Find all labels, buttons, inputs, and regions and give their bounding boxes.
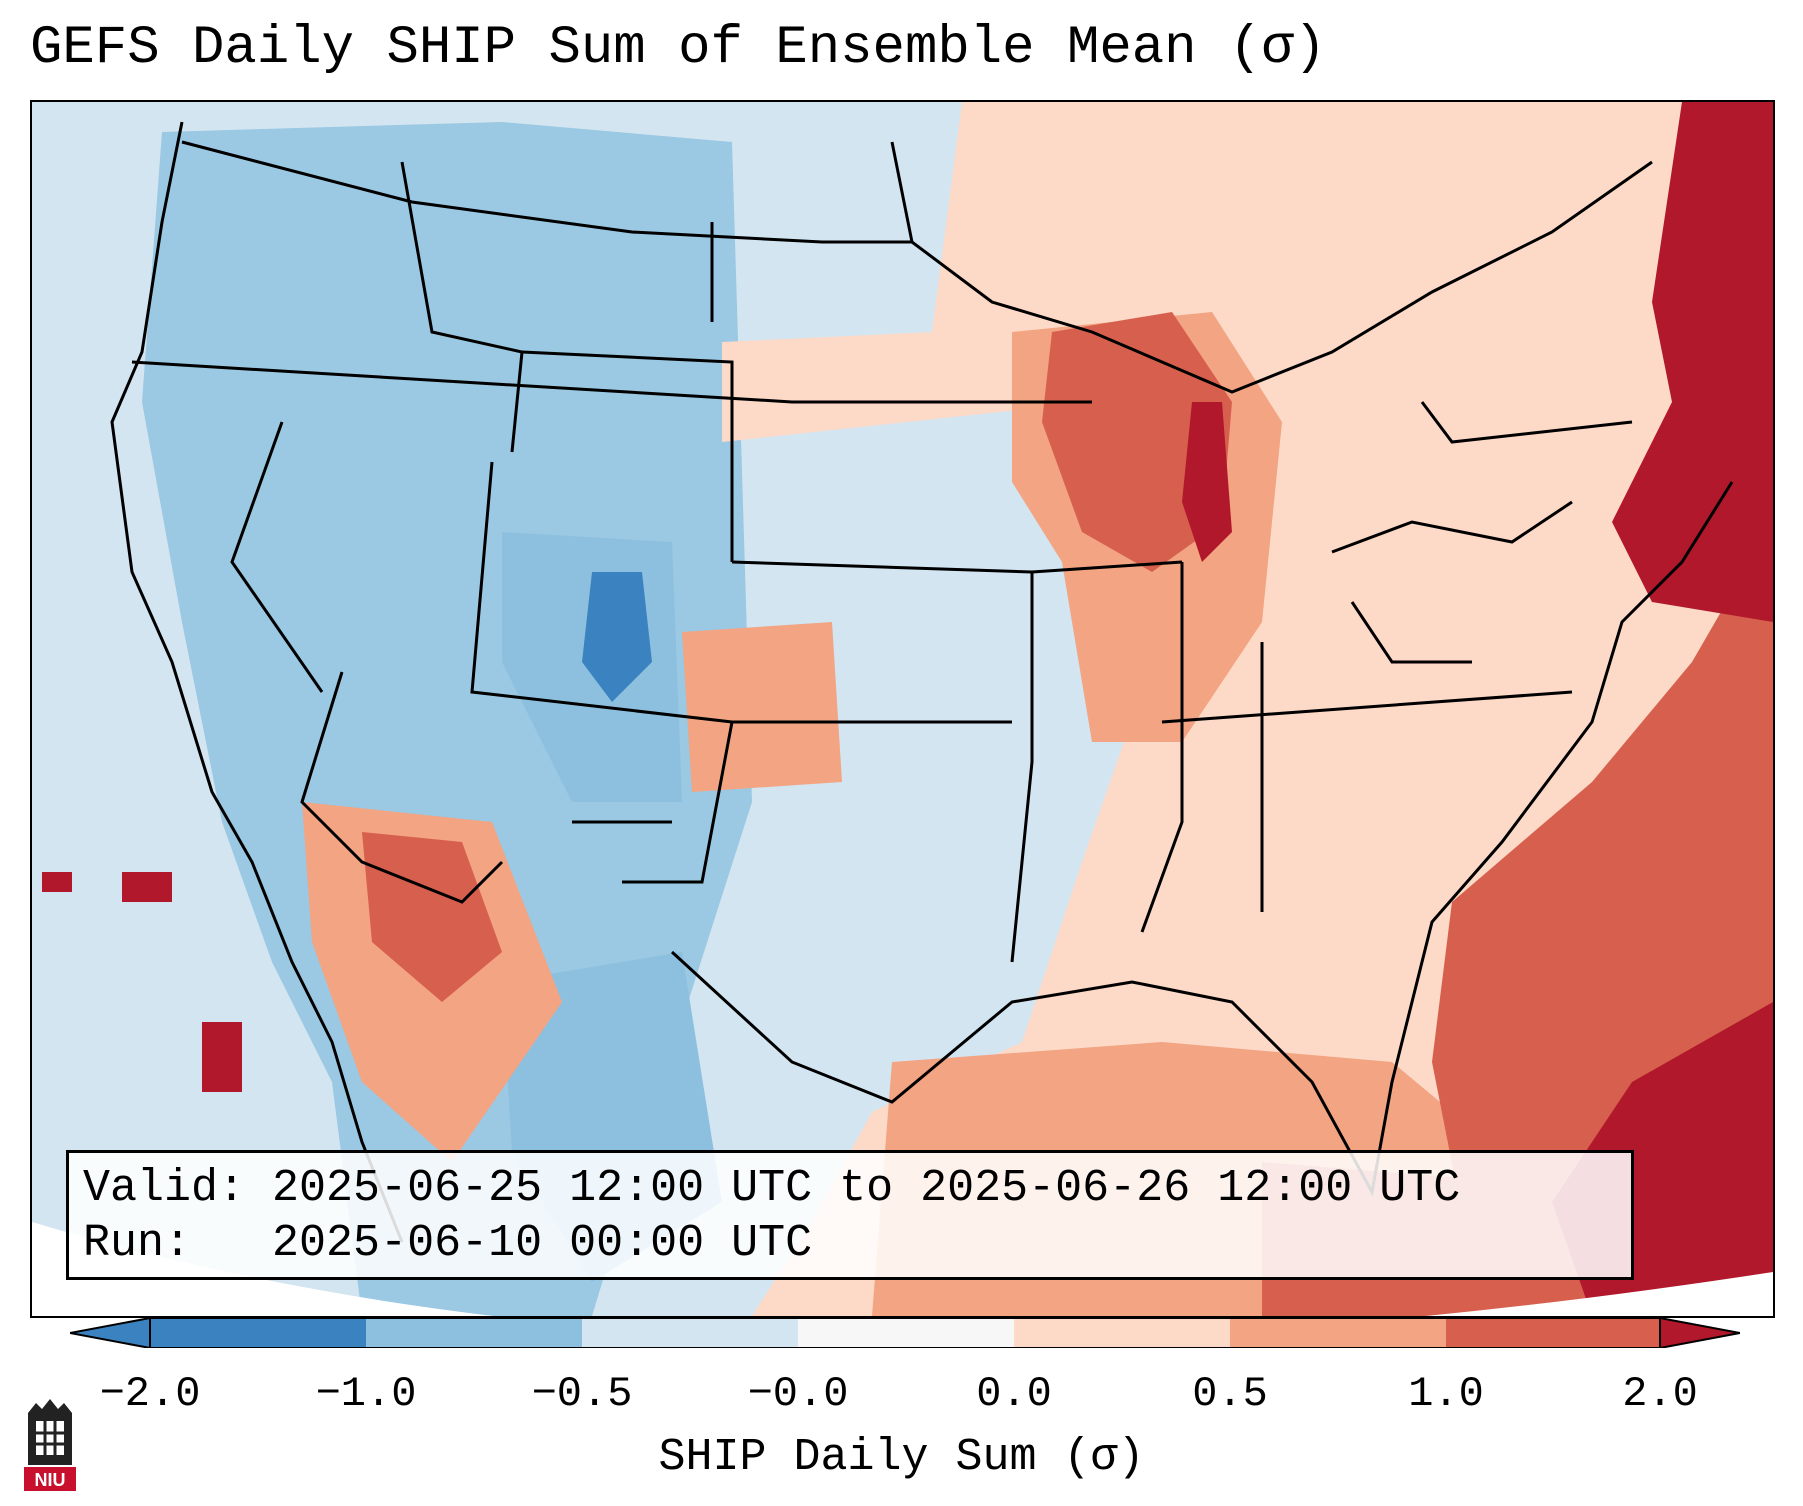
- valid-value: 2025-06-25 12:00 UTC to 2025-06-26 12:00…: [272, 1163, 1461, 1214]
- state-line-7: [622, 721, 734, 884]
- colorbar-seg-7: [1446, 1318, 1660, 1348]
- canada-border-line: [181, 140, 1653, 394]
- state-line-15: [1350, 601, 1472, 664]
- state-line-11: [1140, 562, 1184, 933]
- anomaly-region-newengland-darkred: [1612, 102, 1773, 622]
- logo-text: NIU: [35, 1470, 66, 1490]
- colorbar-tick-8: 2.0: [1622, 1370, 1698, 1418]
- colorbar: [70, 1318, 1740, 1348]
- colorbar-tick-3: −0.5: [531, 1370, 633, 1418]
- colorbar-tick-5: 0.0: [976, 1370, 1052, 1418]
- anomaly-region-kansas-red: [682, 622, 842, 792]
- state-line-14: [1331, 500, 1573, 554]
- colorbar-extend-low: [70, 1318, 151, 1348]
- state-line-17: [300, 671, 504, 904]
- anomaly-region-baja-darkred: [202, 1022, 242, 1092]
- colorbar-tick-2: −1.0: [315, 1370, 417, 1418]
- validity-info-box: Valid: 2025-06-25 12:00 UTC to 2025-06-2…: [66, 1150, 1634, 1280]
- anomaly-region-pacific-darkred-2: [42, 872, 72, 892]
- colorbar-seg-1: [150, 1318, 366, 1348]
- state-line-5: [470, 461, 1012, 724]
- valid-label: Valid:: [83, 1163, 246, 1214]
- anomaly-region-lakemichigan-darkred: [1182, 402, 1232, 562]
- state-line-2: [400, 161, 524, 453]
- map-edge-blank: [32, 1222, 1773, 1316]
- niu-logo: NIU: [24, 1399, 76, 1491]
- state-line-4: [230, 421, 324, 693]
- colorbar-tick-1: −2.0: [99, 1370, 201, 1418]
- colorbar-label: SHIP Daily Sum (σ): [658, 1432, 1145, 1483]
- chart-title: GEFS Daily SHIP Sum of Ensemble Mean (σ): [30, 18, 1327, 79]
- logo-banner: [24, 1467, 76, 1491]
- colorbar-tick-7: 1.0: [1408, 1370, 1484, 1418]
- anomaly-region-colorado-darkblue: [582, 572, 652, 702]
- colorbar-seg-6: [1230, 1318, 1446, 1348]
- forecast-map: [32, 102, 1773, 1316]
- colorbar-seg-2: [366, 1318, 582, 1348]
- colorbar-tick-4: −0.0: [747, 1370, 849, 1418]
- colorbar-outline: [149, 1318, 1661, 1348]
- state-line-10: [1010, 572, 1034, 963]
- colorbar-seg-3: [582, 1318, 798, 1348]
- colorbar-seg-5: [1014, 1318, 1230, 1348]
- west-coast-line: [110, 121, 404, 1243]
- state-line-1: [131, 360, 1092, 404]
- colorbar-tick-6: 0.5: [1192, 1370, 1268, 1418]
- logo-window-grid: [36, 1421, 64, 1455]
- run-value: 2025-06-10 00:00 UTC: [272, 1218, 813, 1269]
- colorbar-svg: [70, 1318, 1740, 1348]
- state-line-3: [521, 350, 734, 562]
- state-line-8: [890, 141, 914, 243]
- state-line-16: [1420, 401, 1633, 444]
- logo-grid-lines: [36, 1421, 64, 1455]
- run-label: Run:: [83, 1218, 192, 1269]
- colorbar-extend-high: [1659, 1318, 1740, 1348]
- anomaly-region-pacific-darkred: [122, 872, 172, 902]
- state-line-13: [1161, 690, 1573, 724]
- map-panel: [30, 100, 1775, 1318]
- colorbar-seg-4: [798, 1318, 1014, 1348]
